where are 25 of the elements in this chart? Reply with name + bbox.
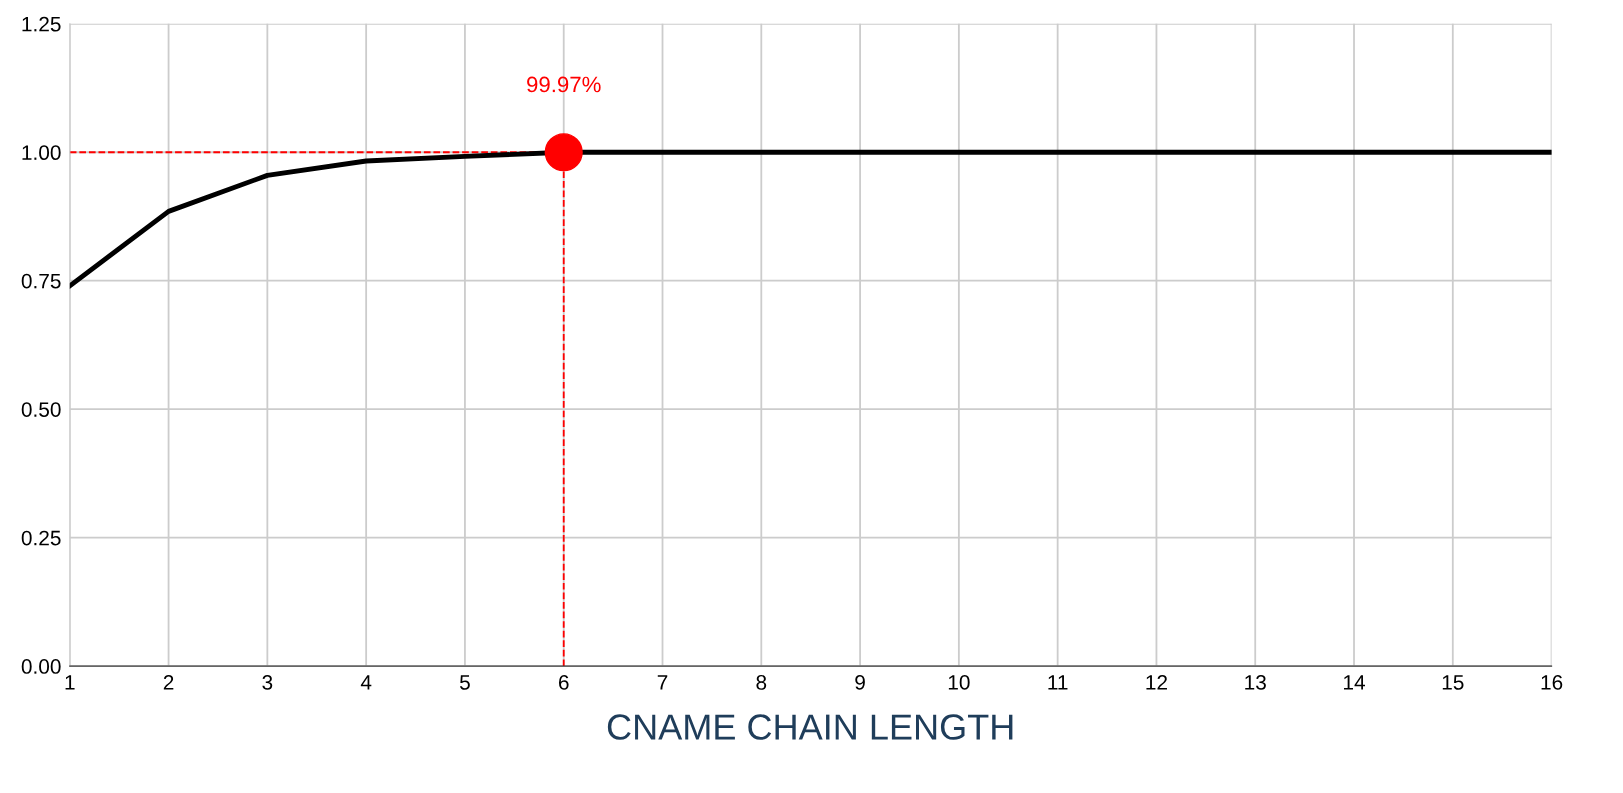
y-tick-label: 0.75: [21, 273, 61, 289]
line-series: [69, 149, 1552, 289]
y-tick-label: 1.00: [22, 145, 61, 161]
y-tick-label: 0.50: [21, 402, 61, 417]
x-tick-label: 15: [1442, 675, 1464, 690]
x-tick-label: 7: [657, 675, 668, 690]
y-tick-label: 0.25: [21, 530, 61, 546]
x-tick-label: 5: [459, 675, 470, 690]
x-tick-label: 9: [855, 675, 865, 690]
x-tick-label: 8: [756, 675, 767, 690]
x-tick-label: 11: [1048, 675, 1068, 690]
x-axis-title: CNAME CHAIN LENGTH: [607, 714, 1013, 740]
x-tick-label: 12: [1146, 675, 1167, 690]
x-tick-label: 6: [558, 675, 569, 690]
x-tick-label: 1: [65, 675, 75, 690]
y-tick-label: 0.00: [21, 659, 61, 674]
x-tick-label: 3: [262, 675, 273, 690]
x-tick-label: 14: [1344, 675, 1365, 690]
x-tick-label: 16: [1541, 675, 1563, 690]
x-tick-label: 4: [360, 675, 372, 690]
x-tick-label: 10: [948, 675, 970, 690]
x-tick-label: 13: [1245, 675, 1266, 690]
x-tick-label: 2: [163, 675, 174, 690]
y-tick-label: 1.25: [22, 16, 61, 32]
annotation: 99.97%: [527, 76, 601, 93]
